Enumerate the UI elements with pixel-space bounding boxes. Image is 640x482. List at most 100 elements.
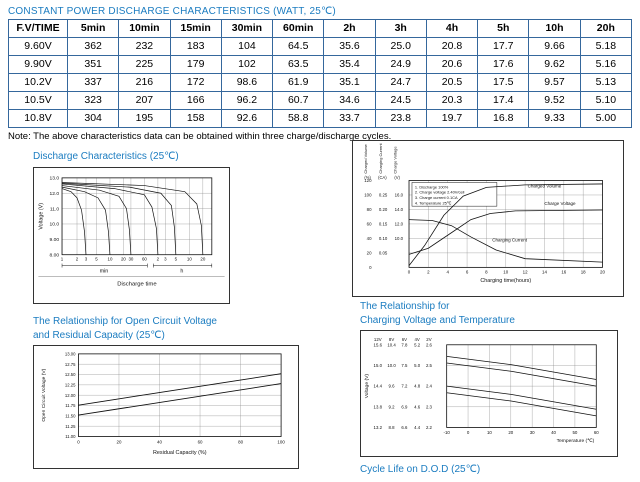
chart-text: 11.00: [65, 434, 76, 439]
table-cell: 64.5: [272, 37, 325, 56]
table-cell: 351: [66, 55, 120, 74]
chart-text: 12.0: [395, 222, 404, 227]
chart-text: 10.0: [50, 222, 60, 228]
table-cell: 23.8: [374, 109, 427, 128]
chart-text: Charging time(hours): [480, 278, 531, 284]
chart-text: 2.5: [426, 363, 433, 368]
chart-text: 30: [128, 257, 133, 262]
table-cell: 24.7: [374, 73, 427, 92]
table-cell: 158: [169, 109, 222, 128]
chart-text: Charge Voltage: [544, 201, 576, 206]
chart-text: 60: [198, 439, 203, 444]
table-header-cell: 5h: [477, 19, 530, 38]
chart-text: 2: [76, 257, 79, 262]
temp-chart-svg: 12V 8V 6V 4V 2V 15.6 10.4 7.8 5.2 2.6 15.0 10.0 7.5 5…: [364, 337, 599, 444]
chart-text: 18: [581, 269, 586, 274]
section-heading-cycle-life: Cycle Life on D.O.D (25℃): [360, 464, 481, 475]
table-cell: 96.2: [220, 91, 274, 110]
chart-text: 10.0: [387, 363, 396, 368]
table-cell: 9.62: [528, 55, 581, 74]
chart-curve: [409, 219, 603, 263]
legend-box: [411, 182, 498, 207]
table-header-cell: 10h: [528, 19, 581, 38]
chart-text: 40: [367, 236, 372, 241]
chart-text: 7.8: [401, 342, 408, 347]
chart-curve: [446, 392, 597, 417]
chart-text: 60: [594, 430, 599, 435]
table-header-row: F.V/TIME 5min 10min 15min 30min 60min 2h 3h 4h 5h…: [8, 19, 633, 38]
chart-text: 50: [572, 430, 577, 435]
chart-text: min: [100, 268, 109, 274]
chart-text: 10.4: [387, 342, 396, 347]
plot-border: [78, 353, 282, 437]
table-cell: 9.33: [528, 109, 581, 128]
section-heading-temp-line2: Charging Voltage and Temperature: [360, 315, 515, 326]
chart-text: 20: [600, 269, 605, 274]
chart-text: 40: [157, 439, 162, 444]
chart-text: 8.8: [389, 425, 396, 430]
chart-text: h: [180, 268, 183, 274]
chart-curve: [62, 182, 177, 255]
chart-text: 80: [238, 439, 243, 444]
chart-text: 20: [117, 439, 122, 444]
chart-text: 4.4: [414, 425, 421, 430]
chart-text: 1: [61, 257, 64, 262]
table-cell: 17.5: [477, 73, 530, 92]
chart-text: 12.00: [65, 393, 76, 398]
note-text: Note: The above characteristics data can…: [8, 131, 392, 142]
chart-text: 20: [121, 257, 126, 262]
chart-curve: [61, 186, 111, 255]
chart-text: 0: [77, 439, 80, 444]
table-cell: 25.0: [374, 37, 427, 56]
chart-text: 120: [364, 178, 372, 183]
chart-text: Discharge time: [117, 281, 157, 287]
discharge-table: F.V/TIME 5min 10min 15min 30min 60min 2h 3h 4h 5h…: [8, 19, 633, 128]
chart-curve: [78, 373, 282, 406]
chart-text: 14.0: [395, 207, 404, 212]
table-cell: 104: [220, 37, 274, 56]
chart-charging: Charged Volume Charging Current Charge Vol…: [352, 140, 624, 297]
chart-text: 9.2: [389, 404, 396, 409]
chart-text: 9.00: [50, 237, 60, 243]
table-row: 9.90V 351 225 179 102 63.5 35.4 24.9 20.6 17.6 9.6…: [8, 55, 633, 74]
chart-text: Charge Voltage: [393, 146, 398, 174]
table-cell: 34.6: [323, 91, 376, 110]
chart-text: 11.25: [65, 424, 76, 429]
chart-text: 40: [551, 430, 556, 435]
row-header-cell: 9.60V: [8, 37, 68, 56]
chart-text: Temperature (℃): [557, 438, 595, 444]
table-cell: 166: [169, 91, 222, 110]
table-cell: 35.4: [323, 55, 376, 74]
chart-text: 13.00: [65, 351, 76, 356]
table-cell: 63.5: [272, 55, 325, 74]
chart-text: Charged Volume: [363, 143, 368, 173]
chart-text: Residual Capacity (%): [153, 450, 207, 456]
chart-curve: [408, 183, 603, 266]
table-cell: 17.7: [477, 37, 530, 56]
table-cell: 304: [66, 109, 120, 128]
chart-text: 12: [523, 269, 528, 274]
chart-text: Charged Volume: [528, 183, 562, 188]
chart-text: 9.6: [389, 384, 396, 389]
chart-text: 13.8: [374, 404, 383, 409]
chart-text: 0: [467, 430, 470, 435]
table-cell: 225: [118, 55, 171, 74]
table-row: 9.60V 362 232 183 104 64.5 35.6 25.0 20.8 17.7 9.6…: [8, 37, 633, 56]
table-cell: 35.1: [323, 73, 376, 92]
chart-text: 14.4: [374, 384, 383, 389]
chart-text: 2: [427, 269, 430, 274]
table-cell: 61.9: [272, 73, 325, 92]
chart-text: 100: [364, 193, 372, 198]
table-header-cell: 15min: [169, 19, 222, 38]
chart-text: 30: [530, 430, 535, 435]
table-header-cell: 5min: [66, 19, 120, 38]
chart-text: 20: [200, 257, 205, 262]
chart-text: 20: [508, 430, 513, 435]
chart-temp: 12V 8V 6V 4V 2V 15.6 10.4 7.8 5.2 2.6 15.0 10.0 7.5 5…: [360, 330, 618, 457]
table-header-cell: 2h: [323, 19, 376, 38]
chart-text: 15.6: [374, 342, 383, 347]
chart-text: (CA): [378, 175, 387, 180]
chart-text: 6.9: [401, 404, 408, 409]
chart-curve: [61, 185, 132, 255]
